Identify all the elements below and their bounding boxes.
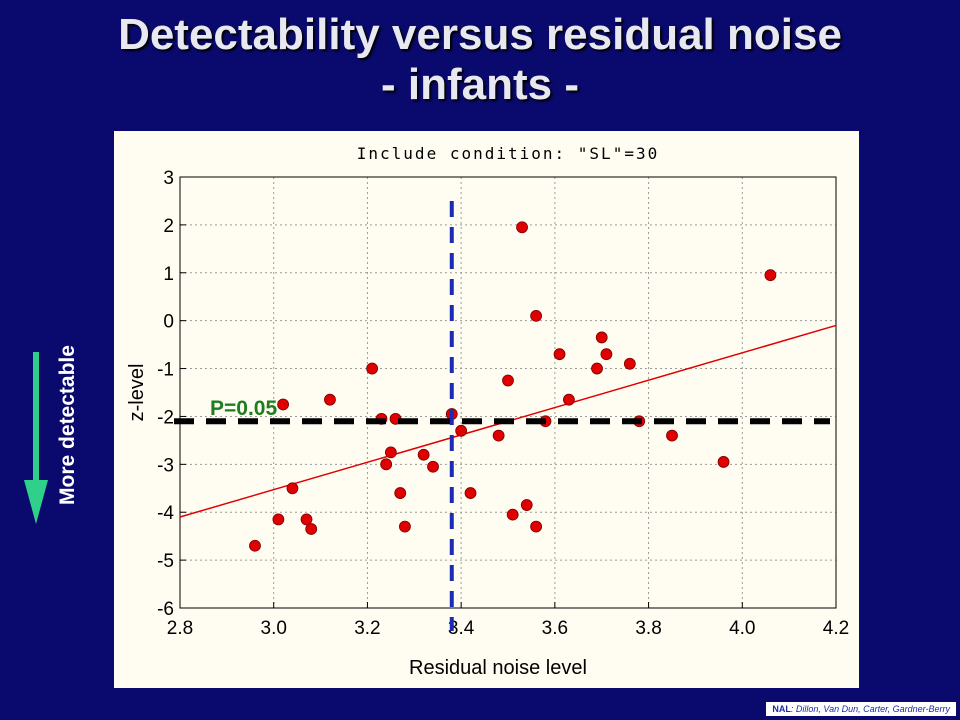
y-tick-label: 0 (163, 312, 174, 333)
data-point (272, 513, 285, 526)
data-point (305, 523, 318, 535)
x-tick-label: 4.0 (729, 618, 755, 639)
chart-title: Include condition: "SL"=30 (357, 144, 659, 163)
data-point (366, 362, 379, 375)
y-tick-label: 1 (163, 264, 174, 285)
data-point (417, 448, 430, 461)
x-tick-label: 2.8 (167, 618, 193, 639)
credit-footer: NAL: Dillon, Van Dun, Carter, Gardner-Be… (766, 702, 956, 716)
data-point (384, 446, 397, 459)
data-point (380, 458, 393, 471)
y-tick-label: -4 (157, 503, 174, 524)
chart-background (114, 131, 859, 688)
data-point (591, 362, 603, 375)
data-point (563, 393, 575, 406)
data-point (595, 331, 608, 344)
data-point (427, 460, 439, 473)
chart-panel: 2.8 3.0 3.2 3.4 3.6 3.8 4.0 4.2 3 2 1 0 -1 -2 -3 -4 -5 -6… (114, 131, 859, 688)
data-point (300, 513, 313, 526)
data-point (399, 520, 411, 533)
data-point (717, 456, 730, 468)
more-detectable-label: More detectable (56, 345, 79, 505)
plot-frame (179, 176, 837, 609)
data-point (277, 398, 289, 411)
x-axis-title: Residual noise level (409, 657, 587, 679)
data-point (764, 269, 777, 282)
data-point (502, 374, 514, 387)
credit-authors: : Dillon, Van Dun, Carter, Gardner-Berry (790, 704, 950, 714)
data-point (553, 348, 566, 361)
x-tick-label: 3.8 (635, 618, 661, 639)
slide-title: Detectability versus residual noise - in… (0, 10, 960, 110)
y-tick-label: -5 (157, 551, 174, 572)
data-point (492, 429, 505, 442)
credit-org: NAL (772, 704, 791, 714)
data-point (324, 393, 336, 406)
data-point (455, 424, 468, 437)
data-point (530, 520, 543, 533)
x-tick-label: 4.2 (823, 618, 849, 639)
data-point (666, 429, 678, 442)
data-point (394, 487, 407, 499)
y-tick-label: -2 (157, 407, 174, 428)
x-tick-label: 3.0 (261, 618, 287, 639)
data-point (600, 348, 613, 361)
x-tick-label: 3.2 (354, 618, 380, 639)
y-axis-title: z-level (126, 364, 148, 422)
down-arrow-icon (24, 352, 48, 524)
data-point (249, 539, 261, 552)
y-tick-label: 3 (163, 168, 174, 189)
threshold-label: P=0.05 (210, 397, 277, 420)
y-tick-label: 2 (163, 216, 174, 237)
y-tick-label: -1 (157, 360, 174, 381)
data-point (623, 357, 636, 370)
data-point (516, 221, 528, 234)
title-line-1: Detectability versus residual noise (118, 10, 842, 59)
y-tick-label: -3 (157, 455, 174, 476)
data-point (506, 508, 519, 521)
data-point (464, 487, 477, 499)
x-tick-label: 3.4 (448, 618, 475, 639)
data-point (286, 482, 299, 495)
data-point (520, 499, 533, 511)
title-line-2: - infants - (381, 60, 579, 109)
y-tick-label: -6 (157, 599, 174, 620)
scatter-chart: 2.8 3.0 3.2 3.4 3.6 3.8 4.0 4.2 3 2 1 0 -1 -2 -3 -4 -5 -6… (114, 131, 859, 688)
x-tick-label: 3.6 (542, 618, 568, 639)
data-point (530, 309, 543, 322)
